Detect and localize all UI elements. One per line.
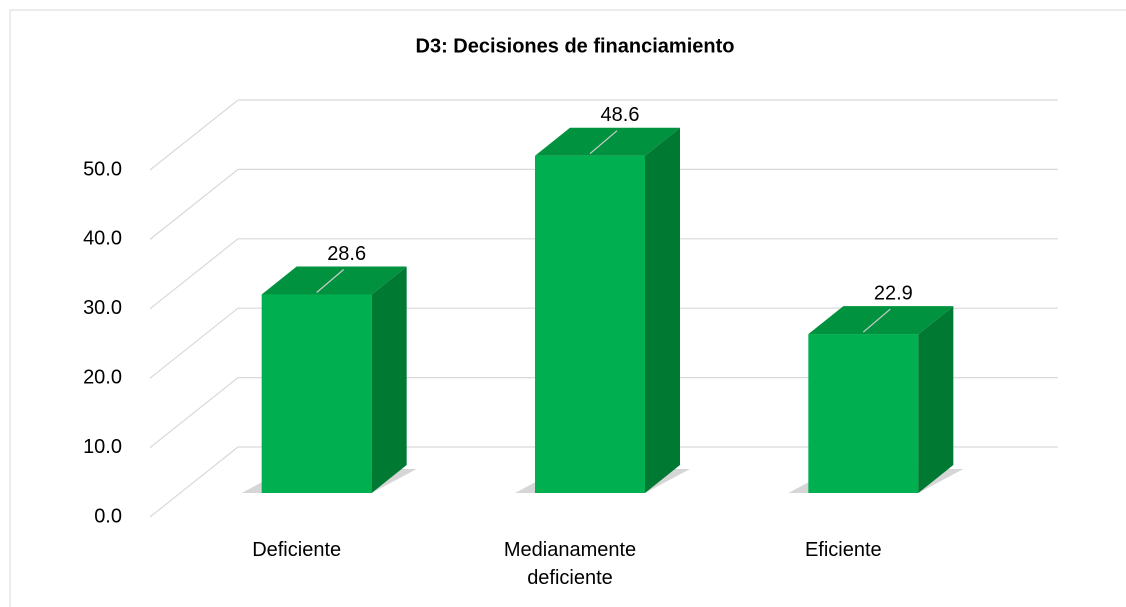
bar	[808, 334, 919, 493]
value-label: 28.6	[327, 243, 366, 265]
grid-line	[149, 168, 1058, 240]
leader-line	[862, 308, 891, 333]
bar-side	[371, 266, 407, 493]
bar	[535, 155, 645, 493]
y-tick-label: 50.0	[83, 158, 122, 180]
leader-line	[316, 269, 345, 293]
value-label: 48.6	[601, 104, 640, 126]
bar-top	[261, 266, 407, 295]
value-label: 22.9	[874, 282, 913, 304]
x-tick-label: Eficiente	[804, 539, 882, 561]
x-tick-label: Medianamente deficiente	[503, 539, 637, 589]
bar-top	[535, 127, 680, 156]
grid-line	[149, 377, 1058, 449]
bar	[261, 294, 372, 493]
y-tick-label: 30.0	[83, 297, 122, 319]
y-tick-label: 40.0	[83, 228, 122, 250]
grid-line	[149, 446, 1058, 518]
x-tick-label: Deficiente	[252, 539, 342, 561]
bar-side	[918, 306, 954, 493]
leader-line	[589, 130, 618, 155]
bar-top	[808, 306, 954, 335]
grid-line	[149, 307, 1058, 379]
chart-title: D3: Decisiones de financiamiento	[416, 35, 735, 57]
grid-line	[149, 99, 1058, 171]
bar-side	[645, 127, 680, 493]
y-tick-label: 10.0	[83, 436, 122, 458]
grid-line	[149, 238, 1058, 310]
y-tick-label: 0.0	[94, 505, 122, 527]
y-tick-label: 20.0	[83, 366, 122, 388]
